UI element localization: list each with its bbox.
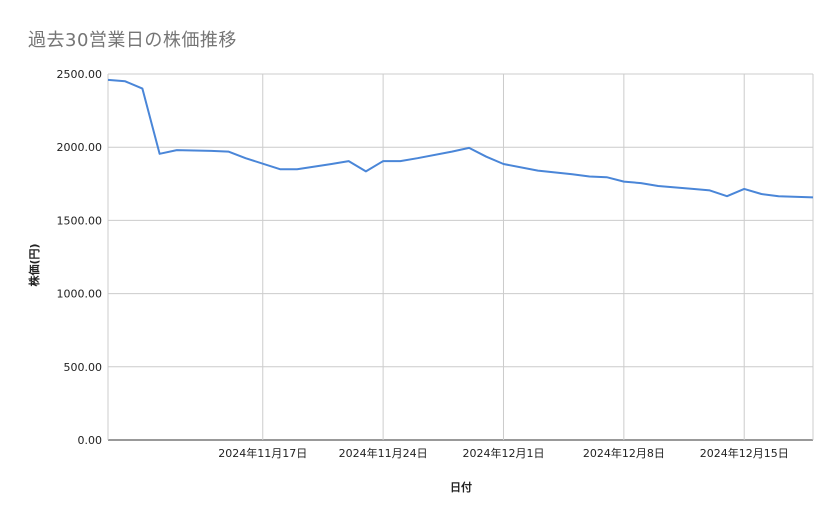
y-tick-label: 1000.00 <box>57 288 103 301</box>
series-layer <box>107 78 814 199</box>
y-axis-label: 株価(円) <box>27 243 41 286</box>
grid-layer <box>107 73 814 441</box>
x-tick-label: 2024年12月1日 <box>462 446 544 460</box>
y-tick-label: 2000.00 <box>57 141 103 154</box>
x-tick-label: 2024年12月8日 <box>583 446 665 460</box>
chart-title: 過去30営業日の株価推移 <box>28 30 237 51</box>
y-tick-label: 500.00 <box>64 361 103 374</box>
x-tick-label: 2024年11月17日 <box>218 446 307 460</box>
y-axis-ticks: 0.00 500.00 1000.00 1500.00 2000.00 2500.00 <box>57 68 103 447</box>
y-tick-label: 2500.00 <box>57 68 103 81</box>
series-line <box>107 78 814 199</box>
x-tick-label: 2024年11月24日 <box>339 446 428 460</box>
x-tick-label: 2024年12月15日 <box>700 446 789 460</box>
y-tick-label: 1500.00 <box>57 214 103 227</box>
y-tick-label: 0.00 <box>78 434 103 447</box>
x-axis-label: 日付 <box>450 480 472 494</box>
x-axis-ticks: 2024年11月17日 2024年11月24日 2024年12月1日 2024年12月… <box>218 446 788 460</box>
